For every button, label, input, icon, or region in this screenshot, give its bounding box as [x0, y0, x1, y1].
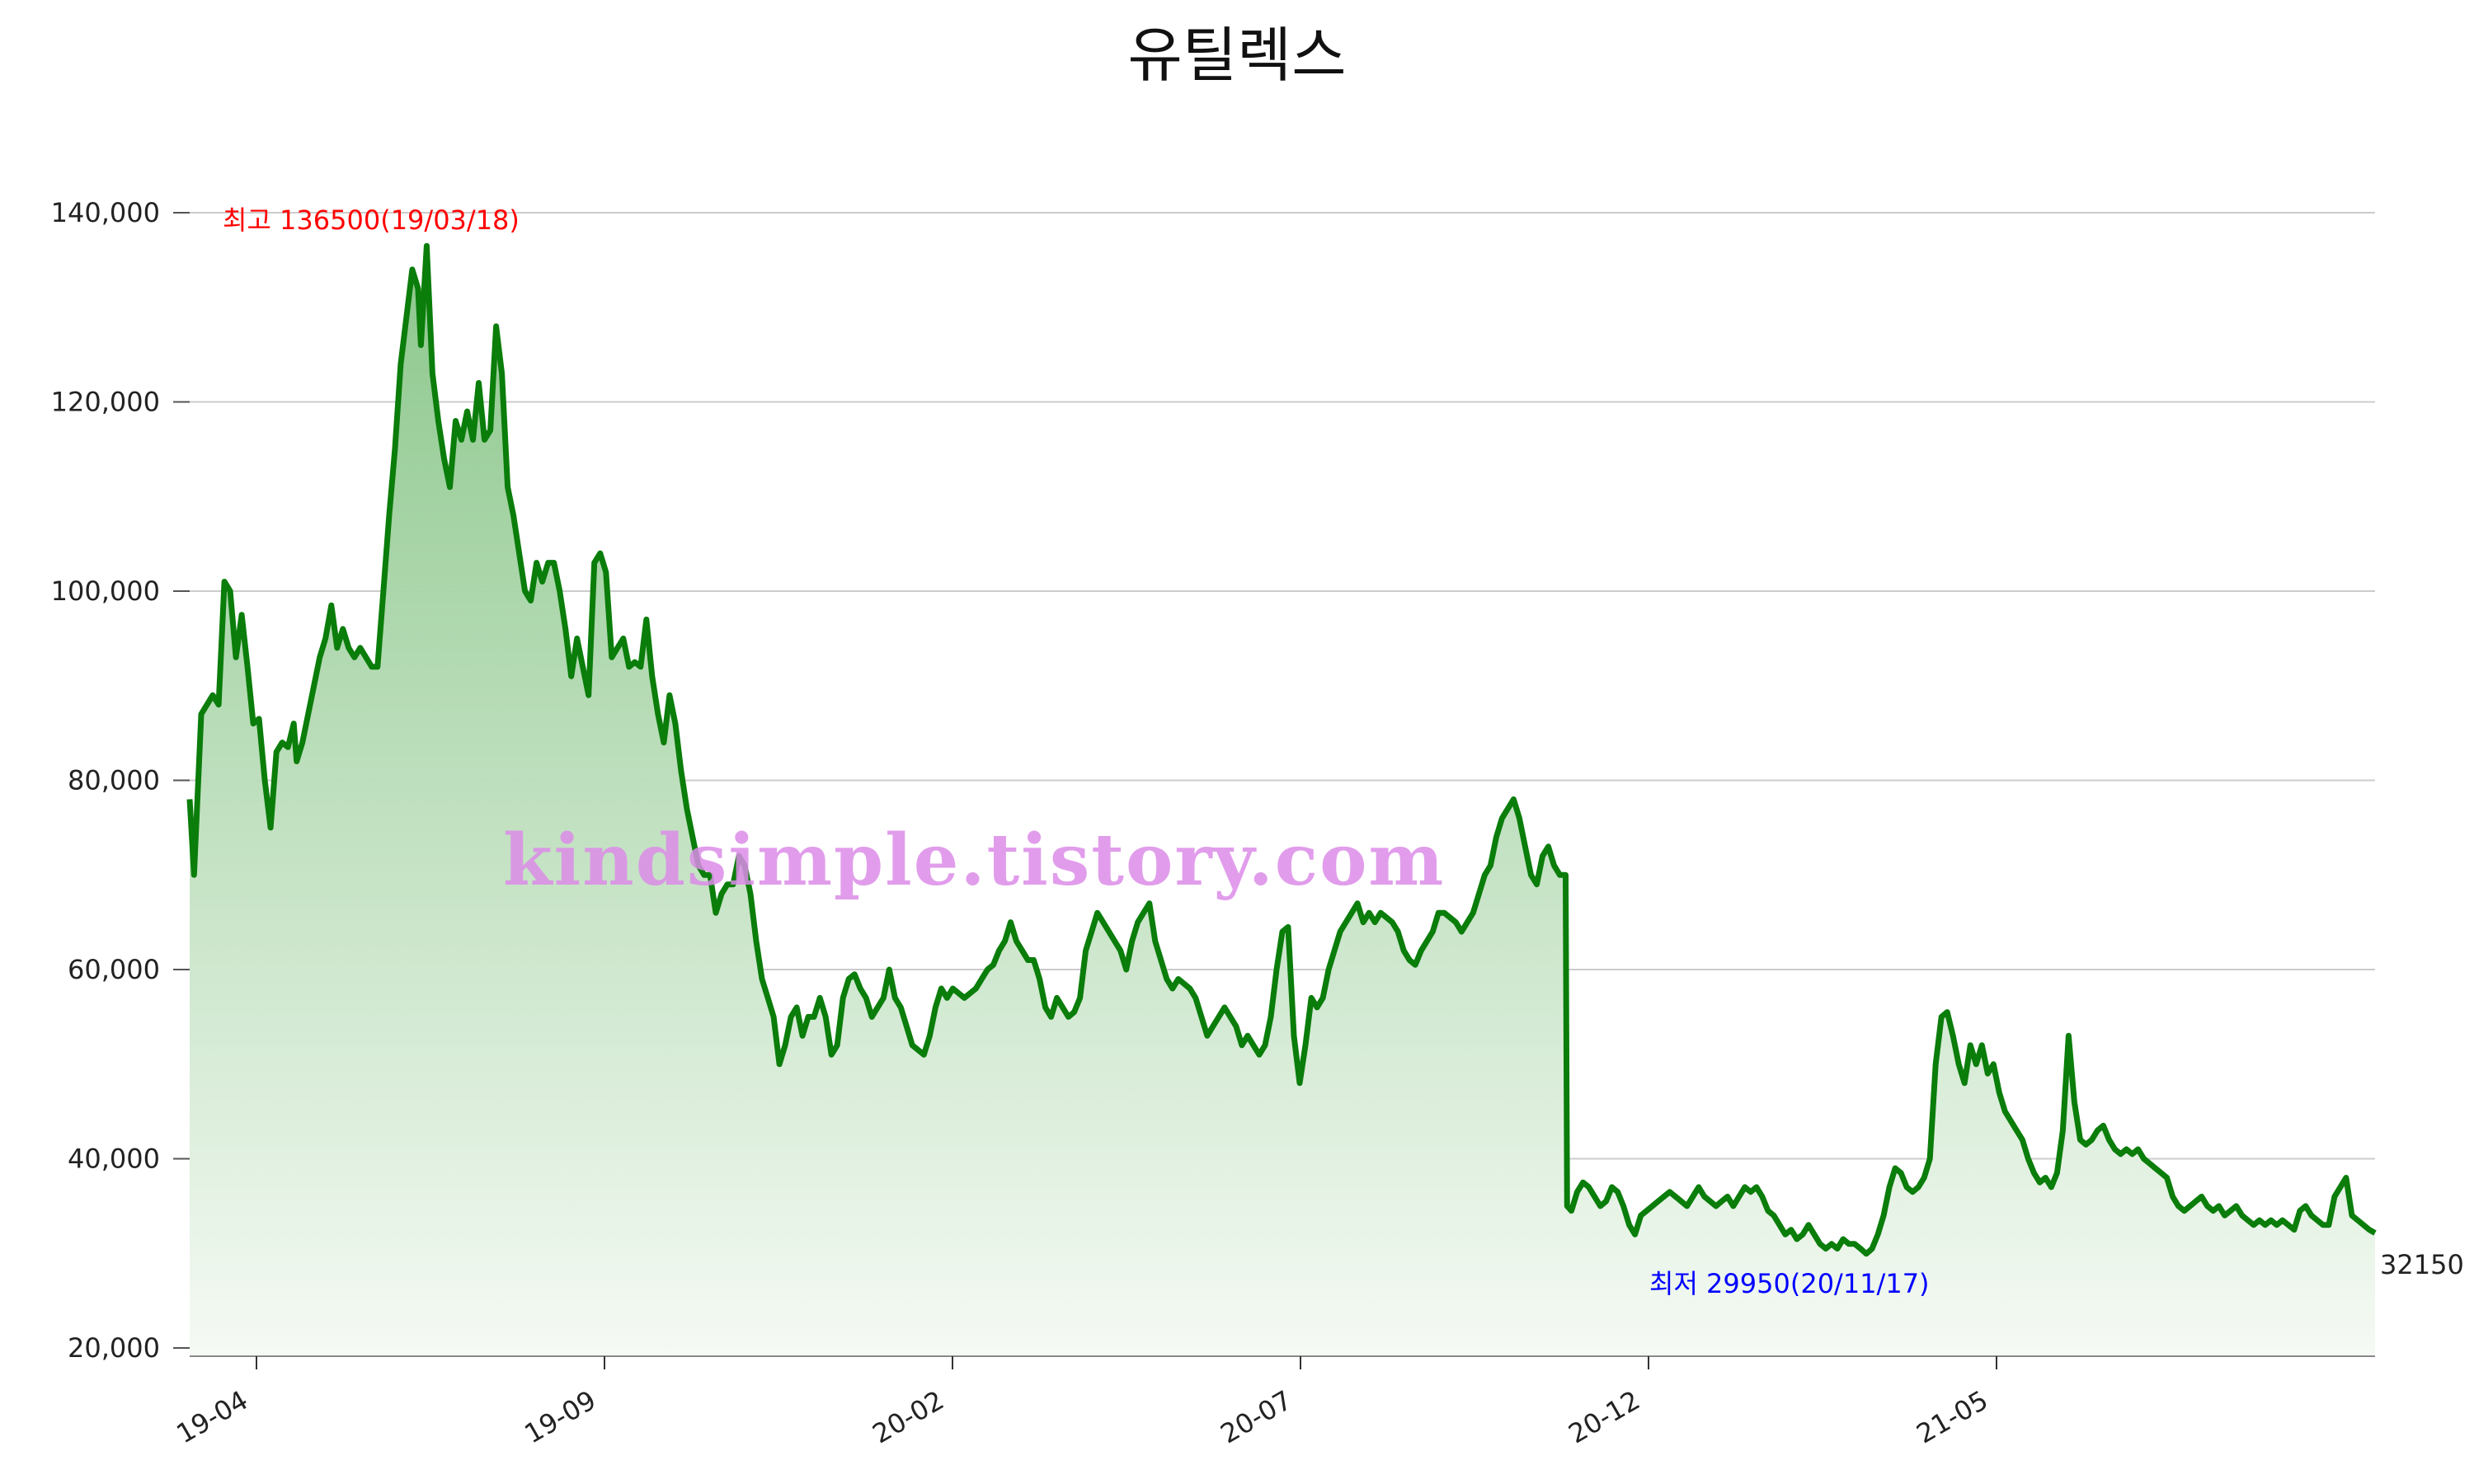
x-tick-label: 19-04 [171, 1384, 253, 1449]
x-tick-label: 20-02 [867, 1384, 949, 1449]
chart-title: 유틸렉스 [1127, 21, 1347, 90]
y-tick-label: 100,000 [51, 575, 160, 607]
watermark-text: kindsimple.tistory.com [503, 819, 1445, 902]
annotations: 최고 136500(19/03/18) 최저 29950(20/11/17) 321… [223, 204, 2464, 1299]
x-tick-label: 21-05 [1911, 1384, 1993, 1449]
area-fill-layer [186, 242, 2377, 1355]
y-tick-label: 80,000 [68, 765, 160, 796]
y-tick-label: 60,000 [68, 954, 160, 985]
last-price-label: 32150 [2380, 1249, 2464, 1280]
y-tick-label: 140,000 [51, 197, 160, 228]
y-tick-label: 120,000 [51, 387, 160, 418]
price-area [190, 246, 2375, 1355]
y-tick-label: 20,000 [68, 1332, 160, 1364]
y-tick-label: 40,000 [68, 1144, 160, 1175]
x-tick-label: 20-12 [1563, 1384, 1645, 1449]
price-line [186, 242, 2377, 1257]
watermark-layer: kindsimple.tistory.com [503, 819, 1445, 902]
high-annotation: 최고 136500(19/03/18) [223, 204, 520, 236]
x-tick-label: 19-09 [519, 1384, 601, 1449]
x-tick-label: 20-07 [1215, 1384, 1297, 1449]
low-annotation: 최저 29950(20/11/17) [1649, 1268, 1930, 1299]
